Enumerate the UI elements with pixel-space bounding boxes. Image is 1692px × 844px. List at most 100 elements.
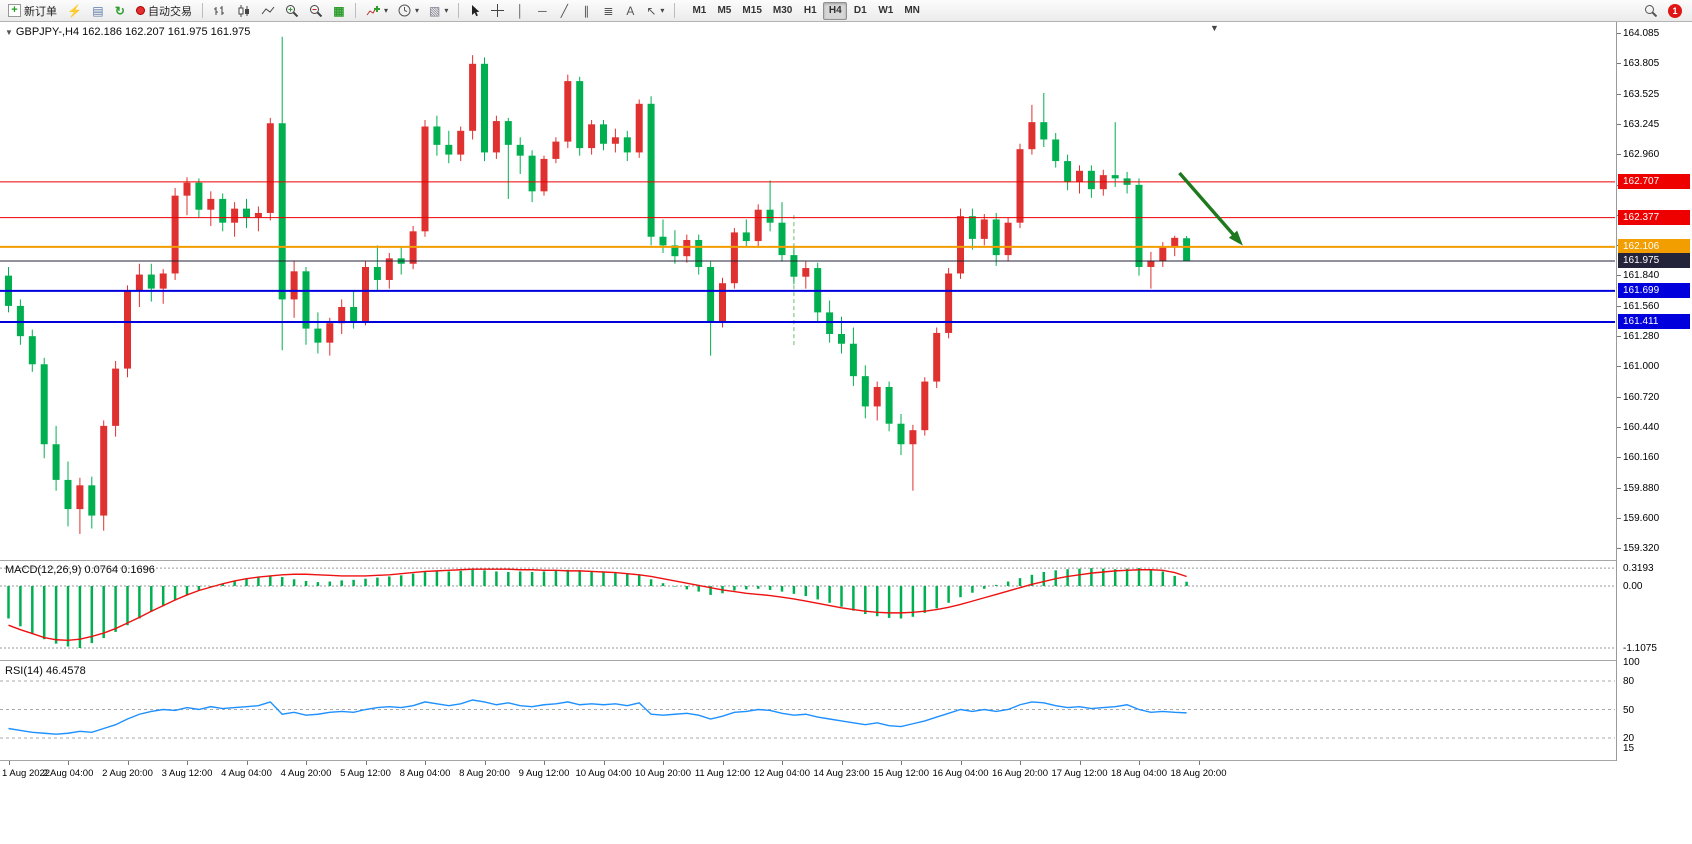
candle [481, 57, 488, 162]
main-chart-plot[interactable] [0, 22, 1615, 560]
zoom-in-button[interactable] [281, 1, 303, 20]
timeframe-toolbar: M1 M5 M15 M30 H1 H4 D1 W1 MN [687, 1, 925, 20]
time-axis-label: 5 Aug 12:00 [340, 768, 391, 779]
candle [742, 219, 750, 248]
refresh-button[interactable]: ↻ [110, 1, 130, 20]
panel-divider[interactable] [0, 560, 1692, 561]
candle [873, 381, 881, 421]
tile-windows-button[interactable]: ▦ [329, 1, 349, 20]
one-click-trading-button[interactable]: ⚡ [63, 1, 86, 20]
panel-divider[interactable] [0, 660, 1692, 661]
timeframe-w1-button[interactable]: W1 [873, 2, 898, 20]
chevron-down-icon: ▾ [383, 6, 388, 15]
timeframe-mn-button[interactable]: MN [899, 2, 925, 20]
new-order-label: 新订单 [24, 5, 57, 18]
candle [231, 202, 239, 237]
macd-header: MACD(12,26,9) 0.0764 0.1696 [5, 564, 155, 576]
text-tool-button[interactable]: A [620, 1, 640, 20]
candle [885, 381, 893, 432]
search-button[interactable] [1640, 1, 1662, 20]
timeframe-h1-button[interactable]: H1 [798, 2, 822, 20]
new-order-button[interactable]: + 新订单 [4, 1, 61, 20]
timeframe-m1-button[interactable]: M1 [687, 2, 711, 20]
time-axis-tick [127, 761, 129, 765]
indicators-button[interactable]: ▾ [362, 1, 392, 20]
time-axis-tick [306, 761, 307, 765]
chart-shift-marker[interactable]: ▼ [1210, 23, 1219, 33]
panel-divider[interactable] [0, 760, 1692, 761]
time-axis-label: 16 Aug 04:00 [932, 768, 989, 779]
rsi-axis-label: 15 [1623, 743, 1635, 754]
macd-plot[interactable] [0, 561, 1615, 660]
time-axis-label: 8 Aug 20:00 [459, 768, 510, 779]
trendline-tool-button[interactable]: ╱ [554, 1, 574, 20]
layers-icon: ▤ [92, 3, 104, 18]
timeframe-m15-button[interactable]: M15 [737, 2, 766, 20]
horizontal-line-tool-button[interactable]: ─ [532, 1, 552, 20]
periods-button[interactable]: ▾ [394, 1, 423, 20]
candle [64, 461, 72, 527]
price-axis[interactable]: 162.707 162.377 162.106 161.975 161.699 161.4… [1616, 22, 1692, 761]
candle [504, 117, 512, 199]
candle [600, 120, 607, 151]
price-axis-label: 160.160 [1623, 452, 1660, 464]
shapes-tool-button[interactable]: ↖ ▾ [642, 1, 668, 20]
refresh-icon: ↻ [114, 3, 125, 18]
cursor-icon [472, 5, 480, 17]
candle [719, 277, 726, 328]
vertical-line-tool-button[interactable]: │ [510, 1, 530, 20]
ohlc-values: 162.186 162.207 161.975 161.975 [82, 26, 251, 38]
bar-chart-mode-button[interactable] [209, 1, 231, 20]
timeframe-m5-button[interactable]: M5 [712, 2, 736, 20]
candle [897, 413, 905, 456]
time-axis-label: 3 Aug 12:00 [161, 768, 213, 779]
candle [183, 177, 191, 216]
candle [326, 317, 334, 356]
trend-arrow[interactable] [1178, 171, 1237, 238]
line-chart-mode-button[interactable] [257, 1, 279, 20]
time-axis[interactable]: 1 Aug 2022 2 Aug 04:00 2 Aug 20:00 3 Aug 12… [0, 761, 1692, 786]
zoom-out-button[interactable] [305, 1, 327, 20]
charts-button[interactable]: ▤ [88, 1, 108, 20]
timeframe-h4-button[interactable]: H4 [823, 1, 848, 20]
time-axis-tick [68, 761, 69, 765]
time-axis-label: 15 Aug 12:00 [873, 768, 929, 779]
bar-chart-icon [213, 5, 224, 15]
auto-trading-button[interactable]: 自动交易 [132, 1, 196, 20]
price-level-tag: 161.975 [1618, 253, 1690, 269]
indicators-icon [366, 5, 380, 15]
crosshair-tool-button[interactable] [487, 1, 508, 20]
rsi-title: RSI(14) [5, 665, 43, 677]
clock-icon [398, 4, 411, 17]
horizontal-line-icon: ─ [538, 3, 547, 18]
candle [683, 234, 691, 263]
timeframe-d1-button[interactable]: D1 [848, 2, 872, 20]
candle [40, 357, 48, 459]
axis-tick [1617, 305, 1621, 307]
auto-trading-label: 自动交易 [147, 5, 192, 18]
rsi-plot[interactable] [0, 662, 1615, 760]
timeframe-m30-button[interactable]: M30 [768, 2, 797, 20]
one-click-panel-toggle-icon[interactable]: ▼ [5, 28, 13, 37]
chevron-down-icon: ▾ [444, 6, 449, 15]
candle [1123, 171, 1131, 194]
templates-button[interactable]: ▧ ▾ [425, 1, 452, 20]
candle [457, 126, 465, 162]
candlestick-icon [238, 4, 249, 17]
channel-tool-button[interactable]: ∥ [576, 1, 596, 20]
candle [195, 178, 203, 218]
fibonacci-tool-button[interactable]: ≣ [598, 1, 618, 20]
axis-tick [1617, 426, 1621, 428]
candle [159, 269, 167, 304]
cursor-tool-button[interactable] [465, 1, 485, 20]
candlestick-mode-button[interactable] [233, 1, 255, 20]
crosshair-icon [491, 4, 505, 17]
candle [433, 115, 441, 156]
lightning-icon: ⚡ [67, 3, 82, 18]
candle [147, 263, 155, 302]
notification-badge[interactable]: 1 [1668, 3, 1682, 18]
candle [76, 477, 84, 534]
candle [659, 219, 667, 253]
tile-windows-icon: ▦ [333, 3, 345, 18]
axis-tick [1617, 517, 1621, 519]
